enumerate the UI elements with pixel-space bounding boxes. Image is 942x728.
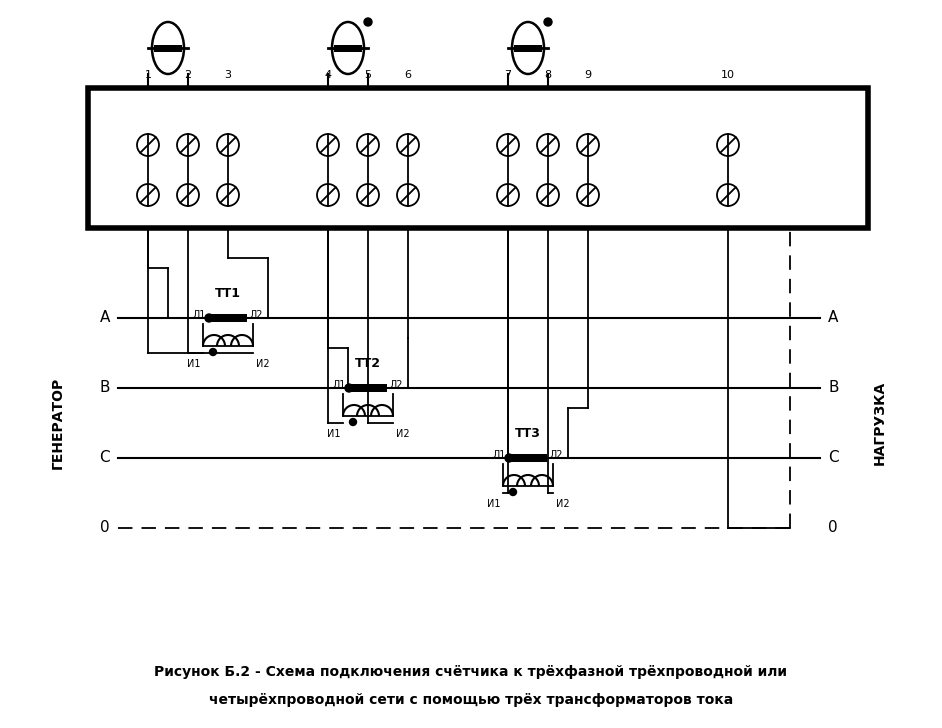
Circle shape — [205, 314, 213, 322]
Circle shape — [364, 18, 372, 26]
Text: 0: 0 — [101, 521, 110, 536]
Text: И1: И1 — [187, 359, 200, 369]
Text: 5: 5 — [365, 70, 371, 80]
Text: 10: 10 — [721, 70, 735, 80]
Text: Л1: Л1 — [192, 310, 206, 320]
Text: 8: 8 — [544, 70, 552, 80]
Text: ТТ3: ТТ3 — [515, 427, 541, 440]
Circle shape — [209, 349, 217, 355]
Bar — [349, 384, 387, 392]
Text: 4: 4 — [324, 70, 332, 80]
Text: Л2: Л2 — [390, 380, 403, 390]
Text: ГЕНЕРАТОР: ГЕНЕРАТОР — [51, 377, 65, 469]
Text: Л2: Л2 — [550, 450, 563, 460]
Text: Л1: Л1 — [493, 450, 506, 460]
Text: 0: 0 — [828, 521, 837, 536]
Text: В: В — [100, 381, 110, 395]
Text: четырёхпроводной сети с помощью трёх трансформаторов тока: четырёхпроводной сети с помощью трёх тра… — [209, 693, 733, 707]
Text: А: А — [100, 311, 110, 325]
Text: А: А — [828, 311, 838, 325]
Bar — [514, 44, 542, 52]
Circle shape — [349, 419, 356, 425]
Circle shape — [544, 18, 552, 26]
Text: ТТ1: ТТ1 — [215, 287, 241, 300]
Text: ТТ2: ТТ2 — [355, 357, 381, 370]
Text: 3: 3 — [224, 70, 232, 80]
Bar — [334, 44, 362, 52]
Circle shape — [345, 384, 353, 392]
Text: 6: 6 — [404, 70, 412, 80]
Text: И1: И1 — [327, 429, 340, 439]
Text: 7: 7 — [504, 70, 512, 80]
Text: НАГРУЗКА: НАГРУЗКА — [873, 381, 887, 465]
Text: Л1: Л1 — [333, 380, 346, 390]
Bar — [154, 44, 182, 52]
Text: 2: 2 — [185, 70, 191, 80]
Text: И1: И1 — [486, 499, 500, 509]
Circle shape — [510, 488, 516, 496]
Text: 9: 9 — [584, 70, 592, 80]
Text: В: В — [828, 381, 838, 395]
Text: Рисунок Б.2 - Схема подключения счётчика к трёхфазной трёхпроводной или: Рисунок Б.2 - Схема подключения счётчика… — [154, 665, 788, 679]
Bar — [88, 88, 868, 228]
Text: 1: 1 — [144, 70, 152, 80]
Text: С: С — [99, 451, 110, 465]
Bar — [209, 314, 247, 322]
Text: Л2: Л2 — [250, 310, 264, 320]
Text: И2: И2 — [396, 429, 410, 439]
Circle shape — [505, 454, 513, 462]
Text: С: С — [828, 451, 838, 465]
Bar — [509, 454, 547, 462]
Text: И2: И2 — [256, 359, 269, 369]
Text: И2: И2 — [556, 499, 570, 509]
